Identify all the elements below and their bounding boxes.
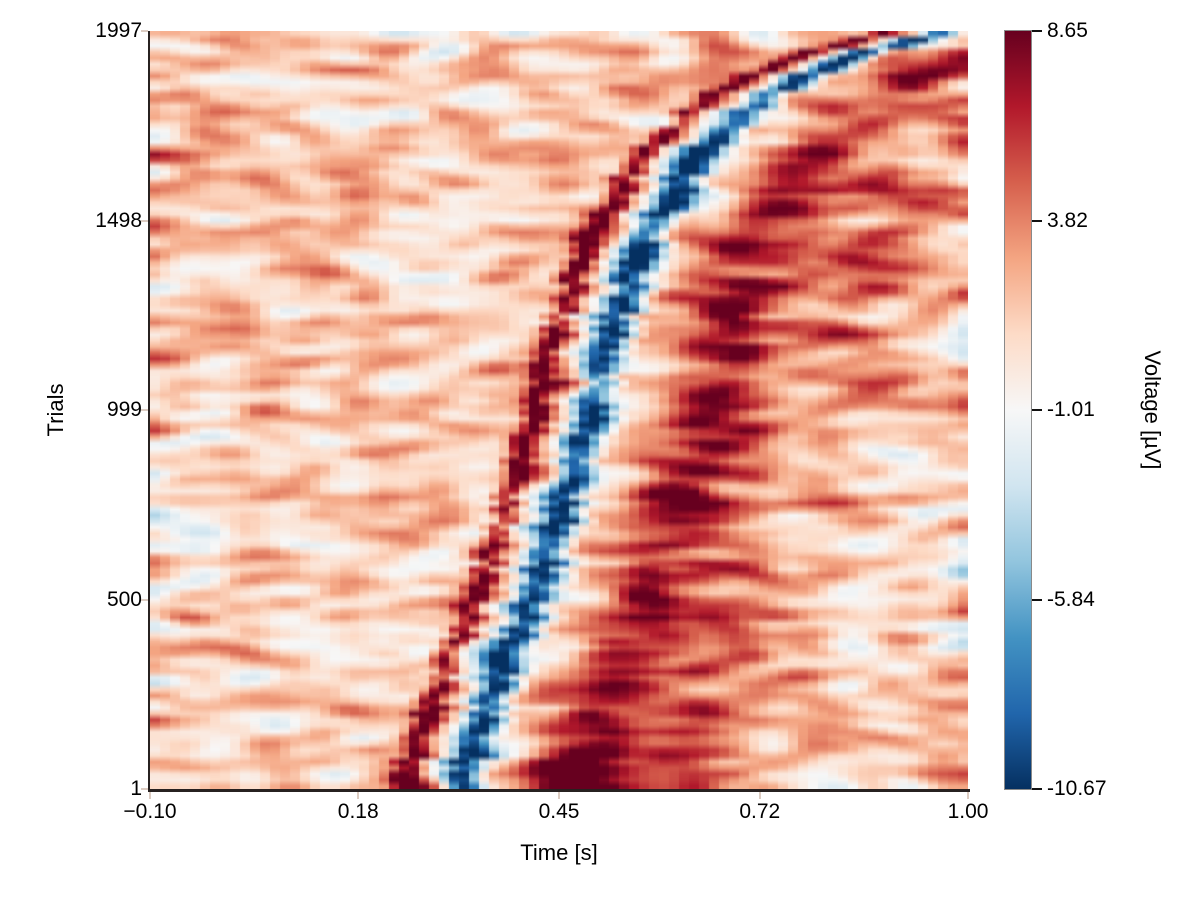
y-tick-label: 1 (130, 777, 142, 800)
x-axis-label: Time [s] (520, 840, 598, 865)
y-tick-mark (141, 219, 148, 222)
colorbar-gradient (1005, 31, 1031, 789)
y-tick-mark (141, 788, 148, 790)
colorbar-tick-mark (1032, 30, 1042, 32)
colorbar-tick-mark (1032, 219, 1042, 222)
x-tick-label: 1.00 (947, 800, 989, 823)
y-tick-label: 1498 (95, 208, 142, 232)
y-tick-mark (141, 409, 148, 411)
x-tick-mark (967, 792, 969, 799)
colorbar-label: Voltage [µV] (1140, 350, 1165, 470)
y-axis-label: Trials (43, 383, 68, 437)
colorbar-tick-label: 3.82 (1047, 208, 1088, 232)
colorbar-tick-label: -5.84 (1047, 587, 1095, 611)
bottom-spine (148, 789, 970, 792)
y-tick-label: 500 (106, 587, 142, 611)
x-tick-mark (758, 792, 761, 799)
x-tick-label: 0.72 (739, 800, 781, 823)
x-tick-label: 0.45 (538, 800, 580, 823)
y-tick-label: 1997 (95, 19, 142, 42)
x-tick-mark (149, 792, 151, 799)
y-tick-mark (141, 30, 148, 32)
colorbar-tick-mark (1032, 788, 1042, 790)
colorbar-tick-label: -1.01 (1047, 398, 1095, 421)
y-tick-mark (141, 598, 148, 601)
colorbar-tick-label: 8.65 (1047, 19, 1088, 42)
colorbar-tick-label: -10.67 (1047, 777, 1107, 800)
x-tick-mark (558, 792, 560, 799)
x-tick-mark (357, 792, 360, 799)
left-spine (148, 31, 150, 791)
heatmap-image (150, 31, 968, 789)
x-tick-label: −0.10 (123, 800, 177, 823)
y-tick-label: 999 (106, 398, 142, 421)
x-tick-label: 0.18 (337, 800, 379, 823)
colorbar-tick-mark (1032, 598, 1042, 601)
colorbar-tick-mark (1032, 409, 1042, 411)
